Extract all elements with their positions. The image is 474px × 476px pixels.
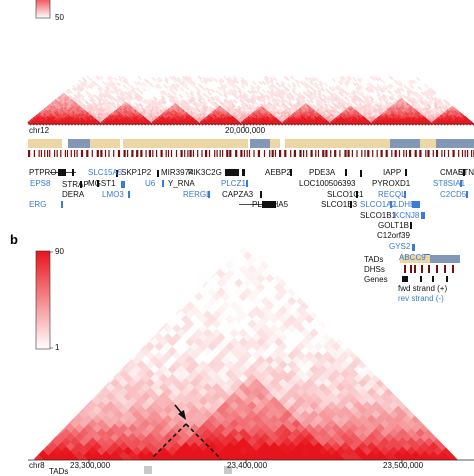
gene-label: ETN [458,168,474,177]
panel-b-dashed-line-right [185,423,222,460]
gene-label-rev: LDHB [394,200,416,209]
panel-a-heatmap [27,75,474,126]
gene-label-rev: GYS2 [389,242,411,251]
gene-label: SLCO1B1 [360,211,397,220]
gene-label: SLCO1C1 [327,190,364,199]
gene-label: PTPRO [29,168,57,177]
panel-b-chrom-label: chr8 [29,461,45,470]
gene-label-rev: C2CD5 [440,190,467,199]
gene-label-rev: SLCO1A2 [360,200,397,209]
gene-label: C12orf39 [377,231,410,240]
legend-fwd-strand: fwd strand (+) [398,284,448,293]
panel-b-dashed-line-left [151,423,187,459]
legend-tads-label: TADs [364,255,384,264]
panel-b-heatmap [33,242,458,460]
gene-label-rev: U6 [145,179,156,188]
gene-label-rev: EPS8 [30,179,51,188]
gene-label: Y_RNA [168,179,195,188]
gene-label: PLEKHA5 [252,200,289,209]
panel-b-arrow-head [178,410,186,420]
panel-a-scale-max-label: 50 [55,13,64,22]
panel-b-tick-label: 23,400,000 [227,461,268,470]
panel-b-label: b [10,232,18,247]
legend-rev-strand: rev strand (-) [398,294,444,303]
gene-label-rev: LMO3 [102,190,124,199]
gene-label: LOC100506393 [299,179,356,188]
gene-label: IAPP [383,168,402,177]
panel-b-scale-min-label: 1 [55,343,60,352]
gene-label: PDE3A [309,168,336,177]
panel-b-tick-label: 23,500,000 [383,461,424,470]
legend-tad-light [400,255,430,263]
panel-b-tad-segment-2 [224,466,232,474]
panel-a-tad-track [28,139,474,148]
panel-a-tick-label: 20,000,000 [225,126,266,135]
panel-b-tads-label: TADs [49,467,69,476]
panel-b-scale-max-label: 90 [55,247,64,256]
gene-label-rev: SLC15A5 [88,168,123,177]
gene-label-rev: ST8SIA1 [433,179,466,188]
panel-b-tick-label: 23,300,000 [70,461,111,470]
gene-label: AEBP2 [265,168,291,177]
gene-label-rev: ERG [29,200,47,209]
gene-label: PYROXD1 [372,179,411,188]
legend-dhss-label: DHSs [364,265,385,274]
gene-label: MIR3974 [161,168,194,177]
panel-a-color-scale [35,0,51,19]
panel-a-dhs-track [28,150,474,157]
gene-label-rev: RERGL [183,190,211,199]
legend-genes-label: Genes [364,275,388,284]
gene-label: SLCO1B3 [321,200,358,209]
gene-label-rev: PLCZ1 [221,179,246,188]
gene-label: DERA [62,190,85,199]
gene-label-rev: RECQL [378,190,406,199]
gene-label-rev: KCNJ8 [394,211,420,220]
gene-label: STRAP [62,180,89,189]
legend-dhs-bars [404,265,454,273]
legend-tad-dark [430,255,460,263]
gene-label-rev: ABCC9 [399,253,426,262]
legend-gene-bars [402,276,448,282]
gene-label: PIK3C2G [188,168,222,177]
panel-b-color-scale [35,250,51,350]
gene-label: GOLT1B [378,221,409,230]
gene-label: SKP1P2 [121,168,152,177]
panel-a-chrom-label: chr12 [29,126,50,135]
gene-label: MGST1 [88,179,116,188]
gene-label: CAPZA3 [222,190,254,199]
gene-label: CMAS [440,168,464,177]
panel-b-tad-segment-1 [144,466,152,474]
